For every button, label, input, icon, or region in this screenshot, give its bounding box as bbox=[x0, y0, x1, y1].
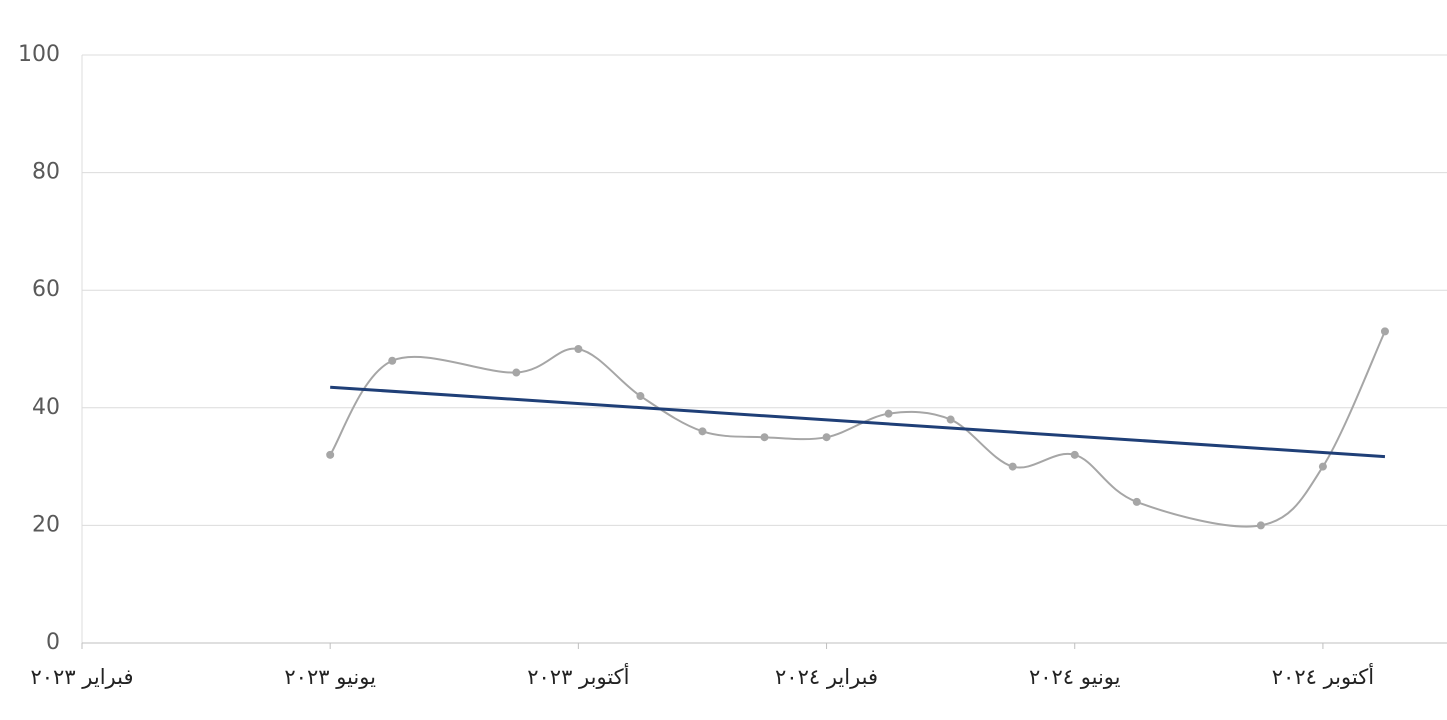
data-point bbox=[388, 356, 397, 365]
data-point bbox=[1380, 327, 1389, 336]
data-line bbox=[329, 330, 1386, 528]
data-point bbox=[636, 392, 645, 401]
data-point bbox=[326, 450, 335, 459]
data-point bbox=[884, 409, 893, 418]
x-tick-label: يونيو ٢٠٢٣ bbox=[284, 665, 376, 689]
x-tick-label: أكتوبر ٢٠٢٣ bbox=[527, 663, 629, 689]
data-point bbox=[574, 345, 583, 353]
data-point bbox=[1318, 462, 1327, 471]
y-tick-label: 60 bbox=[32, 277, 60, 302]
x-tick-label: فبراير ٢٠٢٤ bbox=[775, 665, 878, 689]
y-tick-label: 100 bbox=[18, 42, 60, 67]
data-point bbox=[760, 433, 769, 442]
data-point bbox=[1070, 450, 1079, 459]
x-tick-label: يونيو ٢٠٢٤ bbox=[1029, 665, 1121, 689]
data-point bbox=[822, 433, 831, 442]
y-tick-label: 80 bbox=[32, 160, 60, 185]
y-tick-label: 20 bbox=[32, 512, 60, 537]
x-tick-label: فبراير ٢٠٢٣ bbox=[30, 665, 133, 689]
data-point bbox=[1132, 497, 1141, 506]
data-point bbox=[946, 415, 955, 424]
data-point bbox=[1008, 462, 1017, 471]
x-tick-label: أكتوبر ٢٠٢٤ bbox=[1272, 663, 1374, 689]
data-point bbox=[512, 368, 521, 377]
y-tick-label: 40 bbox=[32, 395, 60, 420]
trend-line bbox=[330, 385, 1386, 459]
y-tick-label: 0 bbox=[46, 630, 60, 655]
data-point bbox=[1256, 521, 1265, 530]
data-point bbox=[698, 427, 707, 436]
